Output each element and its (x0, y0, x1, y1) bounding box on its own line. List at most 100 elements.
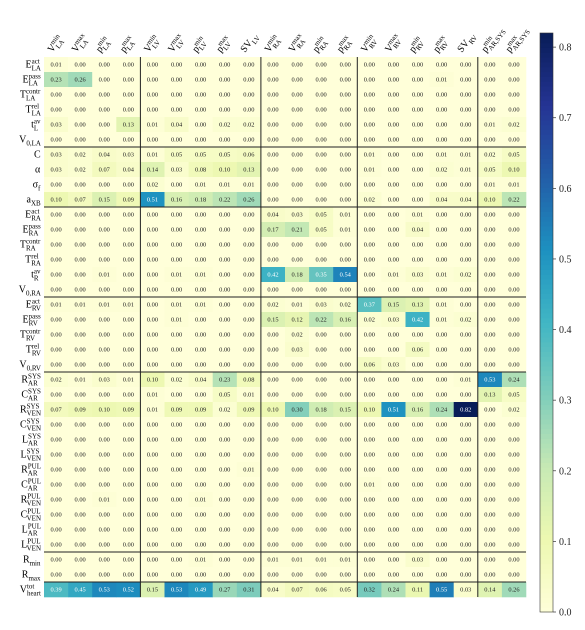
cell-label: 0.01 (436, 151, 447, 158)
heatmap-cell (309, 72, 334, 88)
cell-label: 0.00 (147, 211, 158, 218)
y-tick-label-sup: PUL (28, 523, 41, 531)
heatmap-cell (92, 252, 117, 268)
heatmap-cell (260, 162, 286, 178)
heatmap-cell (68, 72, 93, 88)
cell-label: 0.00 (460, 511, 471, 518)
colorbar-tick-label: 0.8 (559, 43, 572, 54)
heatmap-cell (477, 162, 503, 178)
cell-label: 0.00 (316, 256, 327, 263)
heatmap-cell (429, 432, 454, 448)
cell-label: 0.14 (147, 166, 159, 173)
y-tick-label: Tcontr LA (20, 88, 41, 103)
cell-label: 0.00 (243, 106, 254, 113)
y-tick-label: Trel RA (25, 253, 41, 268)
colorbar-segment (540, 501, 553, 507)
heatmap-cell (405, 312, 430, 328)
heatmap-cell (92, 492, 117, 508)
cell-label: 0.00 (219, 76, 230, 83)
cell-label: 0.00 (364, 331, 375, 338)
heatmap-cell (92, 522, 117, 538)
heatmap-cell (164, 102, 189, 118)
heatmap-cell (164, 312, 189, 328)
x-tick-label: VmaxLA (68, 31, 92, 56)
cell-label: 0.00 (364, 61, 375, 68)
heatmap-cell (501, 432, 527, 448)
cell-label: 0.00 (436, 451, 447, 458)
cell-label: 0.00 (508, 301, 519, 308)
cell-label: 0.00 (75, 481, 86, 488)
x-tick-group: VmaxLA (68, 31, 92, 56)
colorbar-segment (540, 534, 553, 541)
colorbar-segment (540, 42, 553, 48)
heatmap-cell (116, 522, 141, 538)
cell-label: 0.00 (484, 241, 495, 248)
cell-label: 0.00 (195, 421, 206, 428)
colorbar-segment (540, 274, 553, 280)
y-tick-label-sub: XB (31, 200, 41, 208)
cell-label: 0.00 (388, 556, 399, 563)
y-tick-label-sub: RA (31, 260, 41, 268)
cell-label: 0.00 (508, 346, 519, 353)
heatmap-cell (116, 102, 141, 118)
colorbar-segment (540, 148, 553, 155)
heatmap-cell (333, 417, 358, 433)
cell-label: 0.00 (171, 481, 182, 488)
heatmap-cell (116, 417, 141, 433)
cell-label: 0.04 (99, 151, 111, 158)
heatmap-cell (140, 282, 165, 298)
cell-label: 0.00 (484, 451, 495, 458)
heatmap-cell (381, 267, 406, 283)
heatmap-cell (429, 552, 454, 568)
cell-label: 0.00 (291, 451, 302, 458)
cell-label: 0.00 (195, 316, 206, 323)
cell-label: 0.00 (219, 436, 230, 443)
heatmap-cell (164, 507, 189, 523)
cell-label: 0.02 (508, 406, 519, 413)
cell-label: 0.00 (50, 481, 61, 488)
heatmap-cell (44, 447, 69, 463)
heatmap-cell (116, 222, 141, 238)
y-tick-label-sup: contr (26, 328, 41, 336)
heatmap-cell (116, 462, 141, 478)
heatmap-cell (333, 237, 358, 253)
cell-label: 0.53 (99, 586, 110, 593)
cell-label: 0.00 (388, 151, 399, 158)
colorbar-segment (540, 443, 553, 449)
cell-label: 0.00 (316, 361, 327, 368)
heatmap-cell (260, 537, 286, 553)
cell-label: 0.00 (219, 211, 230, 218)
heatmap-cell (405, 237, 430, 253)
heatmap-cell (501, 207, 527, 223)
x-tick-label-sub: RV (414, 40, 426, 52)
heatmap-cell (309, 207, 334, 223)
heatmap-cell (357, 462, 382, 478)
heatmap-cell (236, 87, 262, 103)
cell-label: 0.00 (316, 481, 327, 488)
cell-label: 0.01 (171, 301, 182, 308)
x-tick-label-sub: RV (367, 38, 379, 50)
cell-label: 0.51 (388, 406, 399, 413)
heatmap-cell (333, 462, 358, 478)
colorbar-segment (540, 293, 553, 299)
cell-label: 0.00 (171, 556, 182, 563)
cell-label: 0.02 (267, 301, 278, 308)
cell-label: 0.00 (171, 511, 182, 518)
heatmap-cell (357, 117, 382, 133)
heatmap-cell (260, 132, 286, 148)
colorbar-tick-label: 0.3 (559, 396, 572, 407)
cell-label: 0.00 (243, 541, 254, 548)
cell-label: 0.00 (388, 391, 399, 398)
heatmap-cell (453, 162, 479, 178)
colorbar-segment (540, 433, 553, 439)
heatmap-cell (164, 147, 189, 163)
heatmap-cell (68, 57, 93, 73)
cell-label: 0.00 (484, 331, 495, 338)
heatmap-cell (44, 507, 69, 523)
heatmap-cell (92, 387, 117, 403)
y-tick-label: Eact RV (26, 298, 41, 313)
cell-label: 0.00 (484, 106, 495, 113)
heatmap-cell (140, 507, 165, 523)
heatmap-cell (309, 582, 334, 598)
colorbar-segment (540, 158, 553, 164)
